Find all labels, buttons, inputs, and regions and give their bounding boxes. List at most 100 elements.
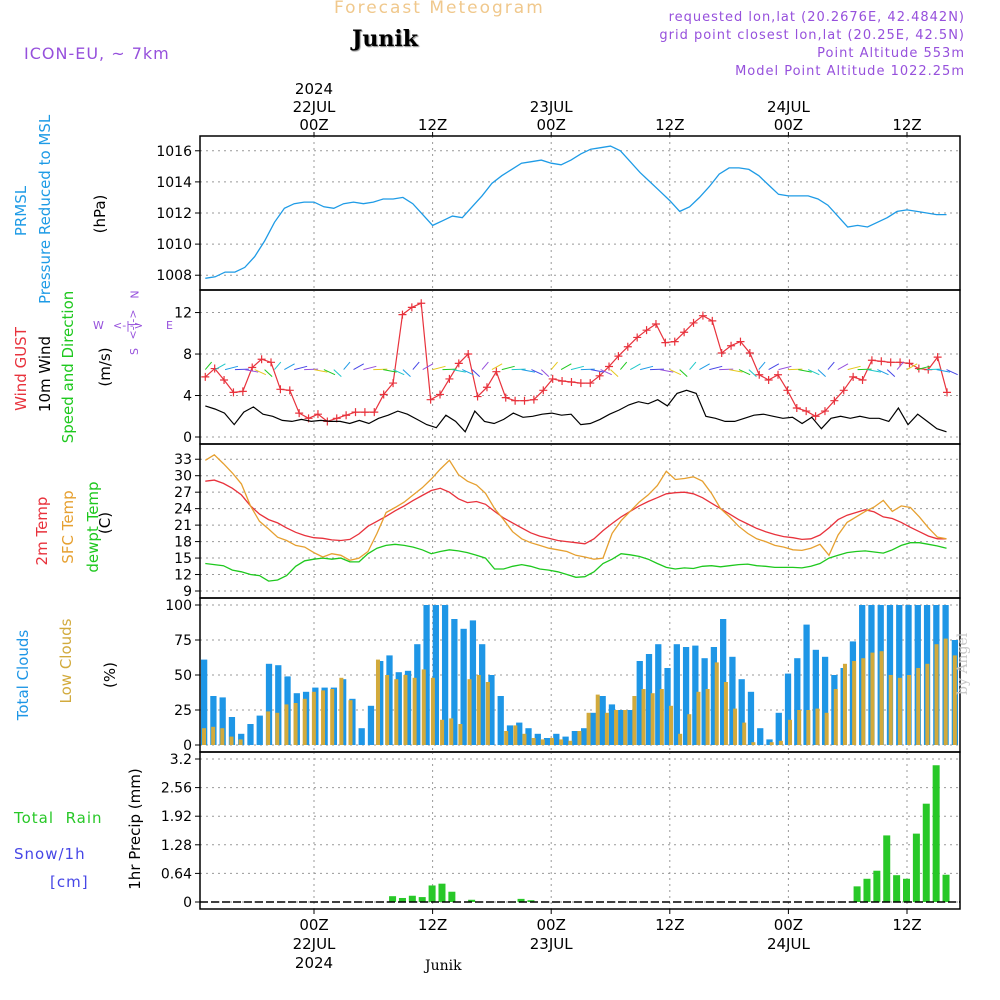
gust-marker — [351, 408, 360, 417]
wind-dir-arrow — [452, 369, 466, 373]
bottom-time-label: 00Z — [299, 916, 328, 934]
low-cloud-bar — [650, 693, 655, 745]
low-cloud-bar — [385, 675, 390, 745]
low-cloud-bar — [788, 719, 793, 745]
low-cloud-bar — [687, 714, 692, 745]
gust-line — [204, 302, 948, 423]
sfc-temp-line — [204, 453, 947, 561]
wind-dir-arrow — [412, 361, 420, 370]
total-cloud-bar — [682, 647, 690, 745]
total-cloud-bar — [451, 619, 458, 745]
gust-marker — [558, 377, 567, 385]
low-cloud-bar — [266, 711, 271, 745]
temp-label-sfc: SFC Temp — [59, 490, 77, 564]
low-cloud-bar — [430, 677, 435, 745]
rain-bar — [883, 835, 891, 902]
gust-marker — [370, 408, 379, 417]
gust-marker — [342, 411, 351, 420]
footer-location: Junik — [425, 958, 462, 974]
wind-dir-arrow — [254, 369, 267, 376]
total-cloud-bar — [265, 663, 273, 745]
gust-marker — [727, 341, 736, 350]
gust-marker — [820, 407, 829, 416]
rain-bar — [418, 897, 426, 902]
low-cloud-bar — [238, 739, 243, 745]
wind-dir-arrow — [392, 369, 405, 376]
low-cloud-bar — [907, 675, 912, 745]
rain-bar — [912, 833, 920, 902]
temp-label-2m: 2m Temp — [33, 496, 51, 566]
wind-label-unit: (m/s) — [96, 347, 114, 387]
bottom-time-label: 00Z — [537, 916, 566, 934]
low-cloud-bar — [733, 708, 738, 745]
low-cloud-bar — [293, 703, 298, 745]
precip-label-cm: [cm] — [50, 873, 89, 891]
rain-bar — [438, 883, 446, 902]
gust-marker — [576, 379, 585, 388]
gust-marker — [501, 393, 510, 402]
gust-marker — [886, 358, 895, 367]
gust-marker — [426, 395, 435, 404]
ytick-label-temp: 18 — [174, 535, 192, 551]
bottom-time-label: 12Z — [418, 916, 447, 934]
gust-marker — [285, 386, 294, 395]
gust-marker — [849, 372, 858, 381]
total-cloud-bar — [757, 728, 764, 745]
total-cloud-bar — [247, 724, 254, 745]
gust-marker — [482, 383, 491, 392]
low-cloud-bar — [714, 662, 719, 745]
wind-dir-arrow — [738, 369, 751, 376]
gust-marker — [708, 316, 717, 325]
gust-marker — [605, 362, 614, 371]
ytick-label-pressure: 1008 — [156, 268, 192, 284]
wind-dir-arrow — [896, 361, 904, 370]
wind-dir-arrow — [867, 369, 881, 373]
ytick-label-precip: 1.28 — [161, 838, 192, 854]
wind-dir-arrow — [837, 363, 849, 371]
low-cloud-bar — [321, 690, 326, 745]
low-cloud-bar — [559, 739, 564, 745]
rain-bar — [398, 897, 406, 902]
gust-marker — [802, 407, 811, 416]
low-cloud-bar — [311, 691, 316, 745]
top-time-label: 2024 — [295, 80, 333, 98]
total-cloud-bar — [673, 644, 680, 745]
total-cloud-bar — [497, 696, 504, 745]
top-time-label: 00Z — [537, 116, 566, 134]
total-cloud-bar — [423, 605, 430, 745]
low-cloud-bar — [531, 738, 536, 745]
gust-marker — [933, 353, 942, 362]
gust-marker — [360, 408, 369, 417]
wind-line — [205, 389, 947, 433]
gust-marker — [839, 386, 848, 395]
gust-marker — [623, 342, 632, 351]
low-cloud-bar — [440, 719, 445, 745]
gust-marker — [313, 410, 322, 419]
gust-marker — [783, 386, 792, 395]
wind-dir-arrow — [432, 365, 446, 371]
wind-dir-arrow — [758, 361, 766, 370]
wind-dir-arrow — [343, 361, 351, 370]
top-time-label: 12Z — [418, 116, 447, 134]
bottom-time-label: 12Z — [892, 916, 921, 934]
low-cloud-bar — [705, 689, 710, 745]
total-cloud-bar — [377, 661, 384, 745]
total-cloud-bar — [599, 696, 606, 745]
gust-marker — [745, 349, 754, 357]
low-cloud-bar — [394, 679, 399, 745]
low-cloud-bar — [522, 733, 527, 745]
cloud-label-total: Total Clouds — [14, 629, 32, 721]
gust-marker — [379, 390, 388, 399]
total-cloud-bar — [590, 712, 597, 745]
wind-dir-arrow — [669, 369, 682, 376]
low-cloud-bar — [925, 663, 930, 745]
gust-marker — [238, 387, 247, 396]
temp-label-unit: (C) — [96, 511, 114, 535]
low-cloud-bar — [302, 698, 307, 745]
low-cloud-bar — [421, 669, 426, 745]
low-cloud-bar — [467, 679, 472, 745]
ytick-label-temp: 21 — [174, 518, 192, 534]
low-cloud-bar — [952, 655, 957, 745]
wind-label-speed-dir: Speed and Direction — [59, 290, 77, 444]
gust-marker — [567, 378, 576, 387]
